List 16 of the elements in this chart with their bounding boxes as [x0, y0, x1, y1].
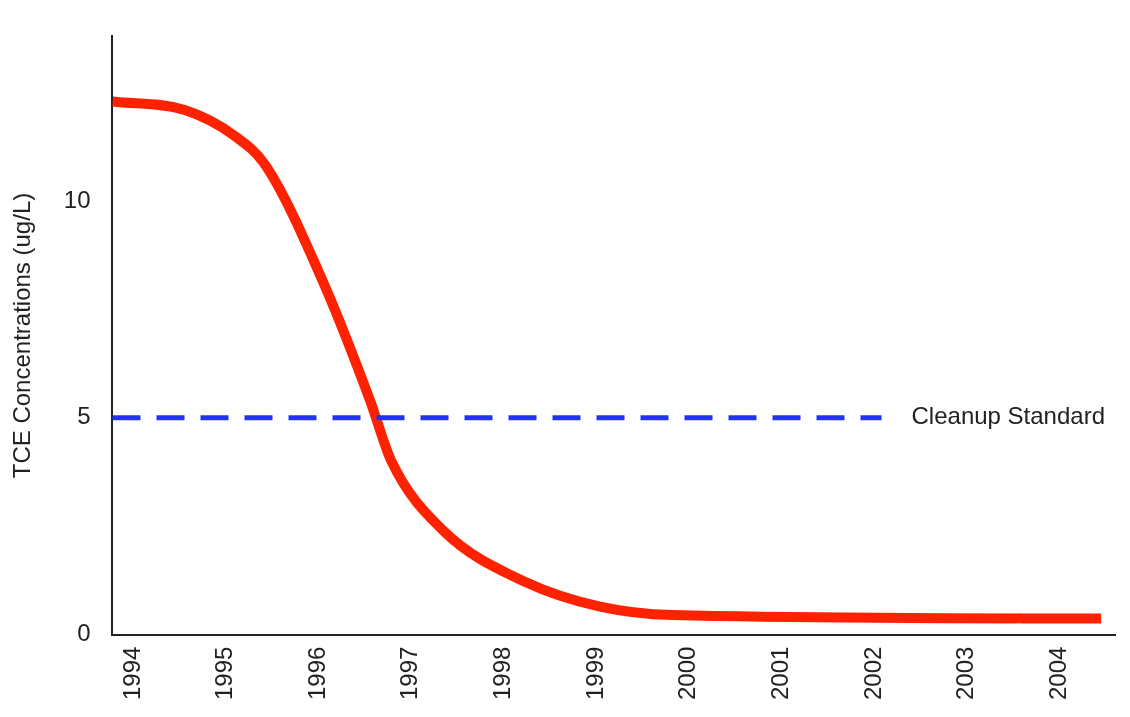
- y-tick-label: 0: [77, 619, 91, 647]
- y-tick-label: 5: [77, 402, 91, 430]
- y-tick-label: 10: [63, 185, 91, 213]
- x-tick-label: 1999: [580, 646, 608, 700]
- ref-line-label: Cleanup Standard: [911, 402, 1106, 430]
- y-axis-title: TCE Concentrations (ug/L): [8, 192, 36, 479]
- x-tick-label: 1996: [302, 646, 330, 700]
- x-tick-label: 1998: [488, 646, 516, 700]
- x-tick-label: 2003: [951, 646, 979, 700]
- x-tick-label: 2000: [673, 646, 701, 700]
- x-tick-label: 2002: [858, 646, 886, 700]
- x-tick-label: 1997: [395, 646, 423, 700]
- x-tick-label: 1995: [210, 646, 238, 700]
- x-tick-label: 1994: [117, 646, 145, 700]
- x-tick-label: 2001: [766, 646, 794, 700]
- x-tick-label: 2004: [1044, 646, 1072, 700]
